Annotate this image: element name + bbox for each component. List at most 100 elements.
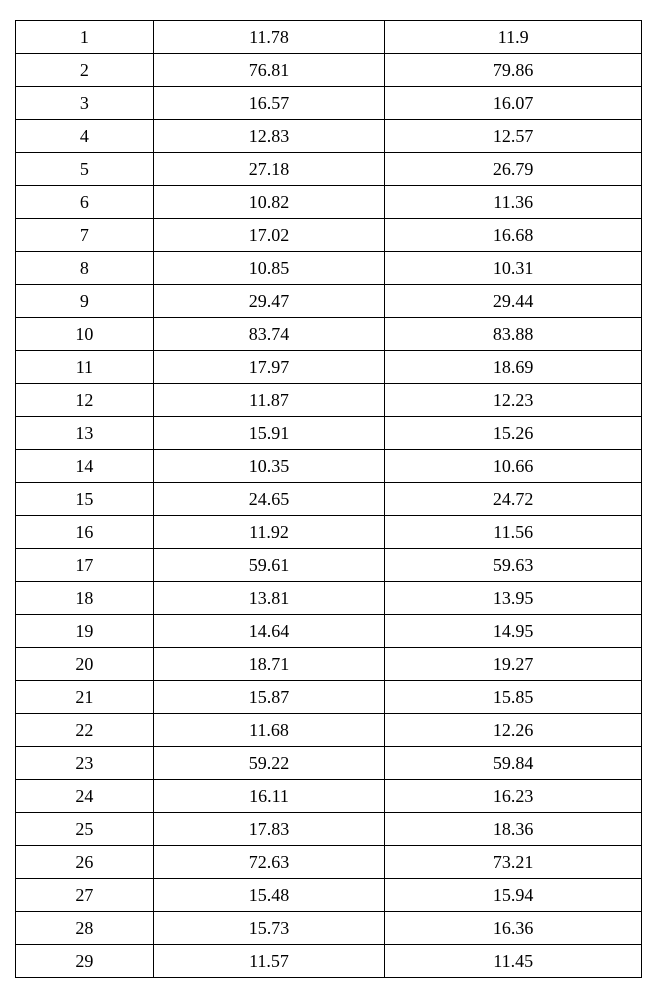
table-cell: 10.82 xyxy=(153,186,385,219)
table-cell: 15.87 xyxy=(153,681,385,714)
table-cell: 15.91 xyxy=(153,417,385,450)
table-row: 2115.8715.85 xyxy=(16,681,642,714)
table-cell: 7 xyxy=(16,219,154,252)
table-row: 2517.8318.36 xyxy=(16,813,642,846)
table-cell: 4 xyxy=(16,120,154,153)
table-cell: 21 xyxy=(16,681,154,714)
table-cell: 18 xyxy=(16,582,154,615)
table-cell: 79.86 xyxy=(385,54,642,87)
table-row: 1759.6159.63 xyxy=(16,549,642,582)
table-cell: 12.83 xyxy=(153,120,385,153)
table-cell: 2 xyxy=(16,54,154,87)
table-row: 1083.7483.88 xyxy=(16,318,642,351)
table-cell: 22 xyxy=(16,714,154,747)
table-cell: 18.36 xyxy=(385,813,642,846)
table-cell: 24 xyxy=(16,780,154,813)
table-row: 2359.2259.84 xyxy=(16,747,642,780)
table-cell: 27.18 xyxy=(153,153,385,186)
table-cell: 15.73 xyxy=(153,912,385,945)
table-cell: 17.02 xyxy=(153,219,385,252)
table-row: 2911.5711.45 xyxy=(16,945,642,978)
table-cell: 15.94 xyxy=(385,879,642,912)
table-cell: 29.44 xyxy=(385,285,642,318)
table-cell: 11.56 xyxy=(385,516,642,549)
table-cell: 83.88 xyxy=(385,318,642,351)
table-row: 2715.4815.94 xyxy=(16,879,642,912)
table-row: 1117.9718.69 xyxy=(16,351,642,384)
data-table: 111.7811.9276.8179.86316.5716.07412.8312… xyxy=(15,20,642,978)
table-cell: 8 xyxy=(16,252,154,285)
table-cell: 1 xyxy=(16,21,154,54)
table-cell: 76.81 xyxy=(153,54,385,87)
table-cell: 16.23 xyxy=(385,780,642,813)
table-row: 1315.9115.26 xyxy=(16,417,642,450)
table-cell: 10 xyxy=(16,318,154,351)
table-cell: 15 xyxy=(16,483,154,516)
table-cell: 83.74 xyxy=(153,318,385,351)
table-cell: 26 xyxy=(16,846,154,879)
table-row: 1211.8712.23 xyxy=(16,384,642,417)
table-row: 316.5716.07 xyxy=(16,87,642,120)
table-cell: 12.23 xyxy=(385,384,642,417)
table-row: 1524.6524.72 xyxy=(16,483,642,516)
table-cell: 5 xyxy=(16,153,154,186)
table-row: 412.8312.57 xyxy=(16,120,642,153)
table-cell: 10.31 xyxy=(385,252,642,285)
table-cell: 26.79 xyxy=(385,153,642,186)
table-row: 1914.6414.95 xyxy=(16,615,642,648)
table-cell: 15.48 xyxy=(153,879,385,912)
table-cell: 72.63 xyxy=(153,846,385,879)
table-cell: 11.68 xyxy=(153,714,385,747)
table-cell: 12.26 xyxy=(385,714,642,747)
table-cell: 3 xyxy=(16,87,154,120)
table-cell: 28 xyxy=(16,912,154,945)
table-row: 810.8510.31 xyxy=(16,252,642,285)
table-cell: 29 xyxy=(16,945,154,978)
table-cell: 18.71 xyxy=(153,648,385,681)
table-cell: 10.66 xyxy=(385,450,642,483)
table-cell: 6 xyxy=(16,186,154,219)
table-cell: 23 xyxy=(16,747,154,780)
table-cell: 29.47 xyxy=(153,285,385,318)
table-cell: 16.11 xyxy=(153,780,385,813)
table-cell: 14.95 xyxy=(385,615,642,648)
table-row: 2815.7316.36 xyxy=(16,912,642,945)
table-cell: 59.61 xyxy=(153,549,385,582)
table-cell: 14 xyxy=(16,450,154,483)
table-row: 2211.6812.26 xyxy=(16,714,642,747)
table-cell: 24.65 xyxy=(153,483,385,516)
table-cell: 16 xyxy=(16,516,154,549)
table-cell: 11.9 xyxy=(385,21,642,54)
table-cell: 20 xyxy=(16,648,154,681)
table-cell: 19.27 xyxy=(385,648,642,681)
table-row: 527.1826.79 xyxy=(16,153,642,186)
table-row: 111.7811.9 xyxy=(16,21,642,54)
table-row: 1410.3510.66 xyxy=(16,450,642,483)
table-row: 276.8179.86 xyxy=(16,54,642,87)
table-cell: 13.81 xyxy=(153,582,385,615)
table-cell: 19 xyxy=(16,615,154,648)
table-cell: 9 xyxy=(16,285,154,318)
table-cell: 11.57 xyxy=(153,945,385,978)
table-cell: 12 xyxy=(16,384,154,417)
table-cell: 15.26 xyxy=(385,417,642,450)
table-cell: 17.83 xyxy=(153,813,385,846)
table-cell: 11 xyxy=(16,351,154,384)
table-cell: 16.57 xyxy=(153,87,385,120)
table-cell: 27 xyxy=(16,879,154,912)
table-row: 610.8211.36 xyxy=(16,186,642,219)
table-cell: 73.21 xyxy=(385,846,642,879)
table-cell: 11.78 xyxy=(153,21,385,54)
table-row: 717.0216.68 xyxy=(16,219,642,252)
table-cell: 25 xyxy=(16,813,154,846)
table-cell: 13.95 xyxy=(385,582,642,615)
table-cell: 16.36 xyxy=(385,912,642,945)
table-cell: 59.22 xyxy=(153,747,385,780)
table-row: 1813.8113.95 xyxy=(16,582,642,615)
table-cell: 59.84 xyxy=(385,747,642,780)
table-cell: 10.35 xyxy=(153,450,385,483)
table-cell: 15.85 xyxy=(385,681,642,714)
table-row: 2018.7119.27 xyxy=(16,648,642,681)
table-row: 929.4729.44 xyxy=(16,285,642,318)
table-row: 1611.9211.56 xyxy=(16,516,642,549)
